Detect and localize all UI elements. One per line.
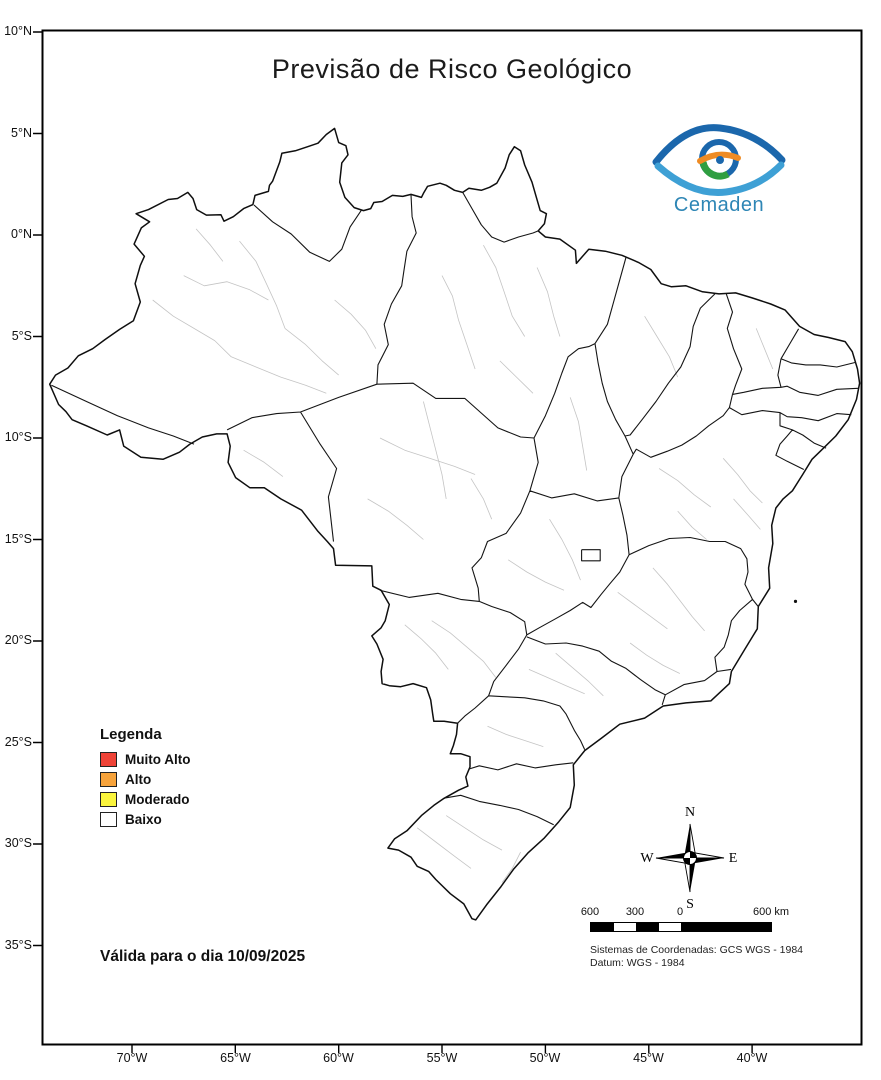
- eye-icon: [652, 124, 786, 196]
- lat-tick-label: 15°S: [4, 531, 32, 546]
- state-boundaries: [51, 192, 859, 826]
- scale-segment: [681, 923, 771, 931]
- scale-number: 600 km: [752, 906, 790, 918]
- legend-label: Muito Alto: [125, 752, 191, 767]
- lon-tick-label: 60°W: [323, 1051, 354, 1065]
- lat-tick-label: 0°N: [11, 227, 32, 241]
- compass-star-icon: [655, 823, 725, 893]
- legend-swatch-moderado: [100, 792, 117, 807]
- scale-number: 600: [580, 906, 600, 918]
- country-outline: [48, 127, 861, 921]
- cemaden-logo: [652, 124, 786, 196]
- legend-item-moderado: Moderado: [100, 792, 190, 807]
- validity-date: Válida para o dia 10/09/2025: [100, 948, 306, 965]
- logo-wordmark: Cemaden: [673, 194, 765, 216]
- lat-tick-label: 35°S: [4, 937, 32, 952]
- legend-item-alto: Alto: [100, 772, 190, 787]
- compass-north-label: N: [685, 805, 695, 820]
- lon-tick-label: 40°W: [736, 1051, 768, 1065]
- axis-tick-marks: [33, 31, 753, 1053]
- legend-heading: Legenda: [100, 726, 162, 743]
- legend-label: Baixo: [125, 812, 162, 827]
- legend-item-muito-alto: Muito Alto: [100, 752, 190, 767]
- legend-swatch-muito-alto: [100, 752, 117, 767]
- coordinate-system-line1: Sistemas de Coordenadas: GCS WGS - 1984: [590, 944, 804, 956]
- page-title: Previsão de Risco Geológico: [271, 54, 633, 84]
- scale-segment: [636, 923, 659, 931]
- compass-rose: N S E W: [640, 805, 738, 912]
- scale-number: 0: [676, 906, 684, 918]
- compass-east-label: E: [729, 851, 738, 866]
- scale-number: 300: [625, 906, 645, 918]
- legend-swatch-baixo: [100, 812, 117, 827]
- lat-tick-label: 30°S: [4, 836, 32, 850]
- lat-tick-label: 5°N: [11, 125, 32, 140]
- lon-tick-label: 45°W: [633, 1051, 664, 1065]
- scale-segment: [659, 923, 681, 931]
- scale-bar: [590, 922, 772, 932]
- coordinate-system-line2: Datum: WGS - 1984: [590, 957, 685, 969]
- legend-swatch-alto: [100, 772, 117, 787]
- legend-item-baixo: Baixo: [100, 812, 190, 827]
- region-boundaries: [152, 228, 774, 883]
- compass-west-label: W: [640, 851, 654, 866]
- lon-tick-label: 70°W: [116, 1051, 148, 1065]
- scale-bar-block: 600 300 0 600 km Sistemas de Coordenadas…: [581, 906, 804, 986]
- scale-segment: [591, 923, 614, 931]
- lat-tick-label: 5°S: [11, 328, 32, 343]
- lon-tick-label: 50°W: [529, 1051, 561, 1065]
- legend: Legenda Muito Alto Alto Moderado Baixo: [100, 726, 190, 832]
- lat-tick-label: 10°N: [4, 24, 32, 38]
- lon-tick-label: 55°W: [426, 1051, 458, 1065]
- lon-tick-label: 65°W: [220, 1051, 251, 1065]
- island-dot: [793, 599, 798, 604]
- lat-tick-label: 20°S: [4, 633, 32, 647]
- lat-tick-label: 10°S: [4, 430, 32, 444]
- map-frame: [41, 29, 863, 1046]
- compass-south-label: S: [686, 897, 694, 912]
- legend-label: Alto: [125, 772, 152, 787]
- scale-segment: [614, 923, 636, 931]
- lat-tick-label: 25°S: [4, 734, 32, 749]
- legend-label: Moderado: [125, 792, 190, 807]
